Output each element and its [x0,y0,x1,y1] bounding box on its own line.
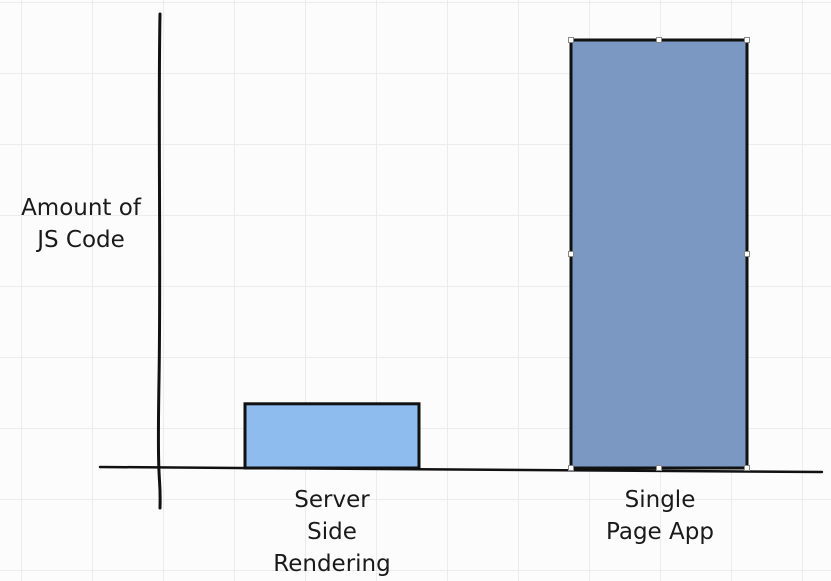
x-tick-label-server-side-rendering: Server Side Rendering [242,484,422,580]
resize-handle[interactable] [656,465,662,471]
selection-handles [568,37,750,471]
resize-handle[interactable] [656,37,662,43]
x-axis-line [98,465,824,474]
bar-server-side-rendering[interactable] [243,402,421,470]
x-tick-label-line: Side [307,519,357,545]
y-axis-label: Amount of JS Code [6,192,156,256]
resize-handle[interactable] [568,37,574,43]
x-tick-label-line: Server [294,487,370,513]
bars-layer [243,38,749,470]
y-axis-line [156,12,162,510]
x-tick-label-single-page-app: Single Page App [570,484,750,548]
y-axis-label-line-1: Amount of [21,195,141,221]
x-tick-label-line: Rendering [273,551,391,577]
resize-handle[interactable] [568,251,574,257]
x-tick-label-line: Page App [606,519,714,545]
x-tick-label-line: Single [624,487,696,513]
resize-handle[interactable] [744,37,750,43]
resize-handle[interactable] [744,251,750,257]
y-axis-label-line-2: JS Code [37,227,125,253]
resize-handle[interactable] [568,465,574,471]
resize-handle[interactable] [744,465,750,471]
bar-single-page-app[interactable] [569,38,749,470]
